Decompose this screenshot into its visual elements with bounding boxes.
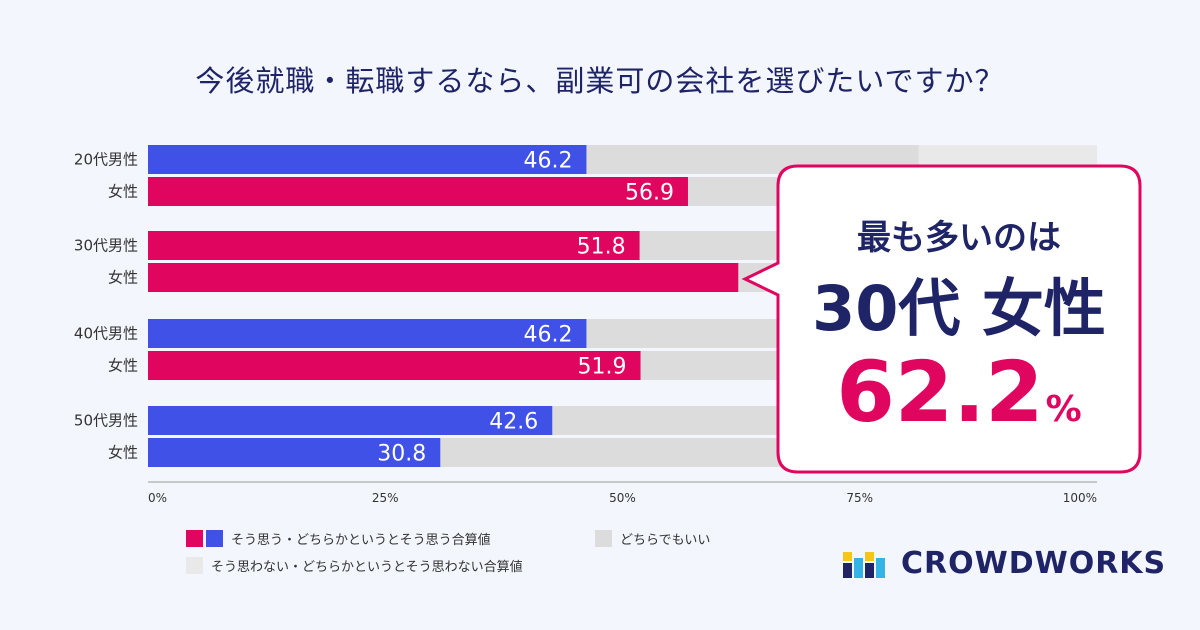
callout-unit: % — [1045, 389, 1082, 430]
bar-agree — [148, 145, 587, 174]
category-label: 女性 — [108, 183, 138, 201]
callout-box — [741, 164, 1142, 474]
x-tick-label: 50% — [609, 491, 636, 505]
crowdworks-logo-icon — [843, 551, 885, 578]
legend-agree: そう思う・どちらかというとそう思う合算値 — [186, 529, 491, 548]
legend-neutral: どちらでもいい — [595, 529, 710, 548]
bar-value-label: 51.8 — [577, 235, 626, 260]
callout-number: 62.2 — [836, 343, 1044, 441]
legend-disagree: そう思わない・どちらかというとそう思わない合算値 — [186, 556, 523, 575]
bar-value-label: 56.9 — [625, 181, 674, 206]
bar-agree — [148, 406, 553, 435]
chart-title: 今後就職・転職するなら、副業可の会社を選びたいですか？ — [195, 64, 1005, 98]
legend-agree-label: そう思う・どちらかというとそう思う合算値 — [231, 533, 491, 548]
bar-agree — [148, 177, 688, 206]
legend-swatch-male — [206, 530, 223, 547]
category-label: 30代男性 — [74, 237, 138, 255]
category-label: 女性 — [108, 357, 138, 375]
crowdworks-logo-text: CROWDWORKS — [901, 546, 1167, 581]
x-tick-label: 0% — [148, 491, 167, 505]
legend-swatch-neutral — [595, 530, 612, 547]
callout-title: 最も多いのは — [857, 218, 1061, 258]
legend-neutral-label: どちらでもいい — [620, 533, 711, 548]
category-label: 40代男性 — [74, 325, 138, 343]
callout-group: 30代 女性 — [812, 272, 1106, 345]
category-label: 女性 — [108, 444, 138, 462]
bar-agree — [148, 263, 739, 292]
bar-value-label: 46.2 — [523, 149, 572, 174]
bar-value-label: 46.2 — [523, 323, 572, 348]
bar-agree — [148, 438, 441, 467]
callout-border — [741, 164, 1142, 474]
legend-disagree-label: そう思わない・どちらかというとそう思わない合算値 — [211, 560, 523, 575]
x-tick-label: 25% — [372, 491, 399, 505]
bar-agree — [148, 231, 640, 260]
bar-agree — [148, 351, 641, 380]
bar-value-label: 51.9 — [578, 355, 627, 380]
x-tick-label: 75% — [846, 491, 873, 505]
legend-swatch-female — [186, 530, 203, 547]
crowdworks-logo: CROWDWORKS — [843, 546, 1166, 581]
category-label: 50代男性 — [74, 412, 138, 430]
callout-value: 62.2% — [778, 343, 1140, 441]
x-tick-label: 100% — [1063, 491, 1097, 505]
legend-swatch-disagree — [186, 557, 203, 574]
category-label: 女性 — [108, 269, 138, 287]
bar-agree — [148, 319, 587, 348]
bar-value-label: 30.8 — [377, 442, 426, 467]
bar-value-label: 42.6 — [489, 410, 538, 435]
category-label: 20代男性 — [74, 151, 138, 169]
